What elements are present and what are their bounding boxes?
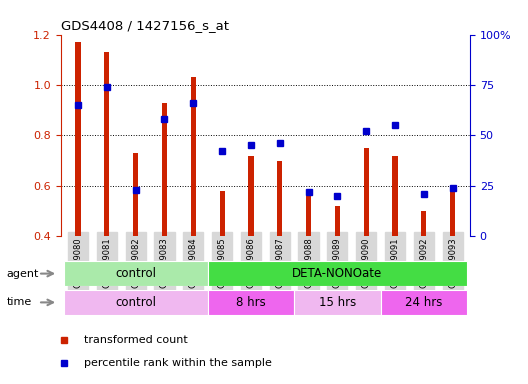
Bar <box>63 290 208 315</box>
Bar <box>191 78 196 236</box>
Text: GDS4408 / 1427156_s_at: GDS4408 / 1427156_s_at <box>61 19 229 32</box>
Bar <box>248 156 253 236</box>
Bar <box>364 148 369 236</box>
Text: time: time <box>6 297 32 308</box>
Text: DETA-NONOate: DETA-NONOate <box>292 267 382 280</box>
Text: transformed count: transformed count <box>84 335 188 345</box>
Bar <box>208 290 294 315</box>
Bar <box>306 196 311 236</box>
Bar <box>277 161 282 236</box>
Bar <box>392 156 398 236</box>
Bar <box>421 211 427 236</box>
Bar <box>450 186 455 236</box>
Text: agent: agent <box>6 268 39 279</box>
Text: 15 hrs: 15 hrs <box>319 296 356 309</box>
Bar <box>335 206 340 236</box>
Bar <box>381 290 467 315</box>
Bar <box>104 52 109 236</box>
Bar <box>220 191 225 236</box>
Bar <box>208 261 467 286</box>
Text: 24 hrs: 24 hrs <box>405 296 442 309</box>
Bar <box>76 42 81 236</box>
Text: percentile rank within the sample: percentile rank within the sample <box>84 358 272 368</box>
Text: control: control <box>115 296 156 309</box>
Bar <box>294 290 381 315</box>
Bar <box>63 261 208 286</box>
Bar <box>133 153 138 236</box>
Text: control: control <box>115 267 156 280</box>
Text: 8 hrs: 8 hrs <box>236 296 266 309</box>
Bar <box>162 103 167 236</box>
